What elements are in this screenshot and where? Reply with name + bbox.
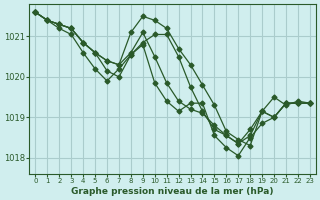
- X-axis label: Graphe pression niveau de la mer (hPa): Graphe pression niveau de la mer (hPa): [71, 187, 274, 196]
